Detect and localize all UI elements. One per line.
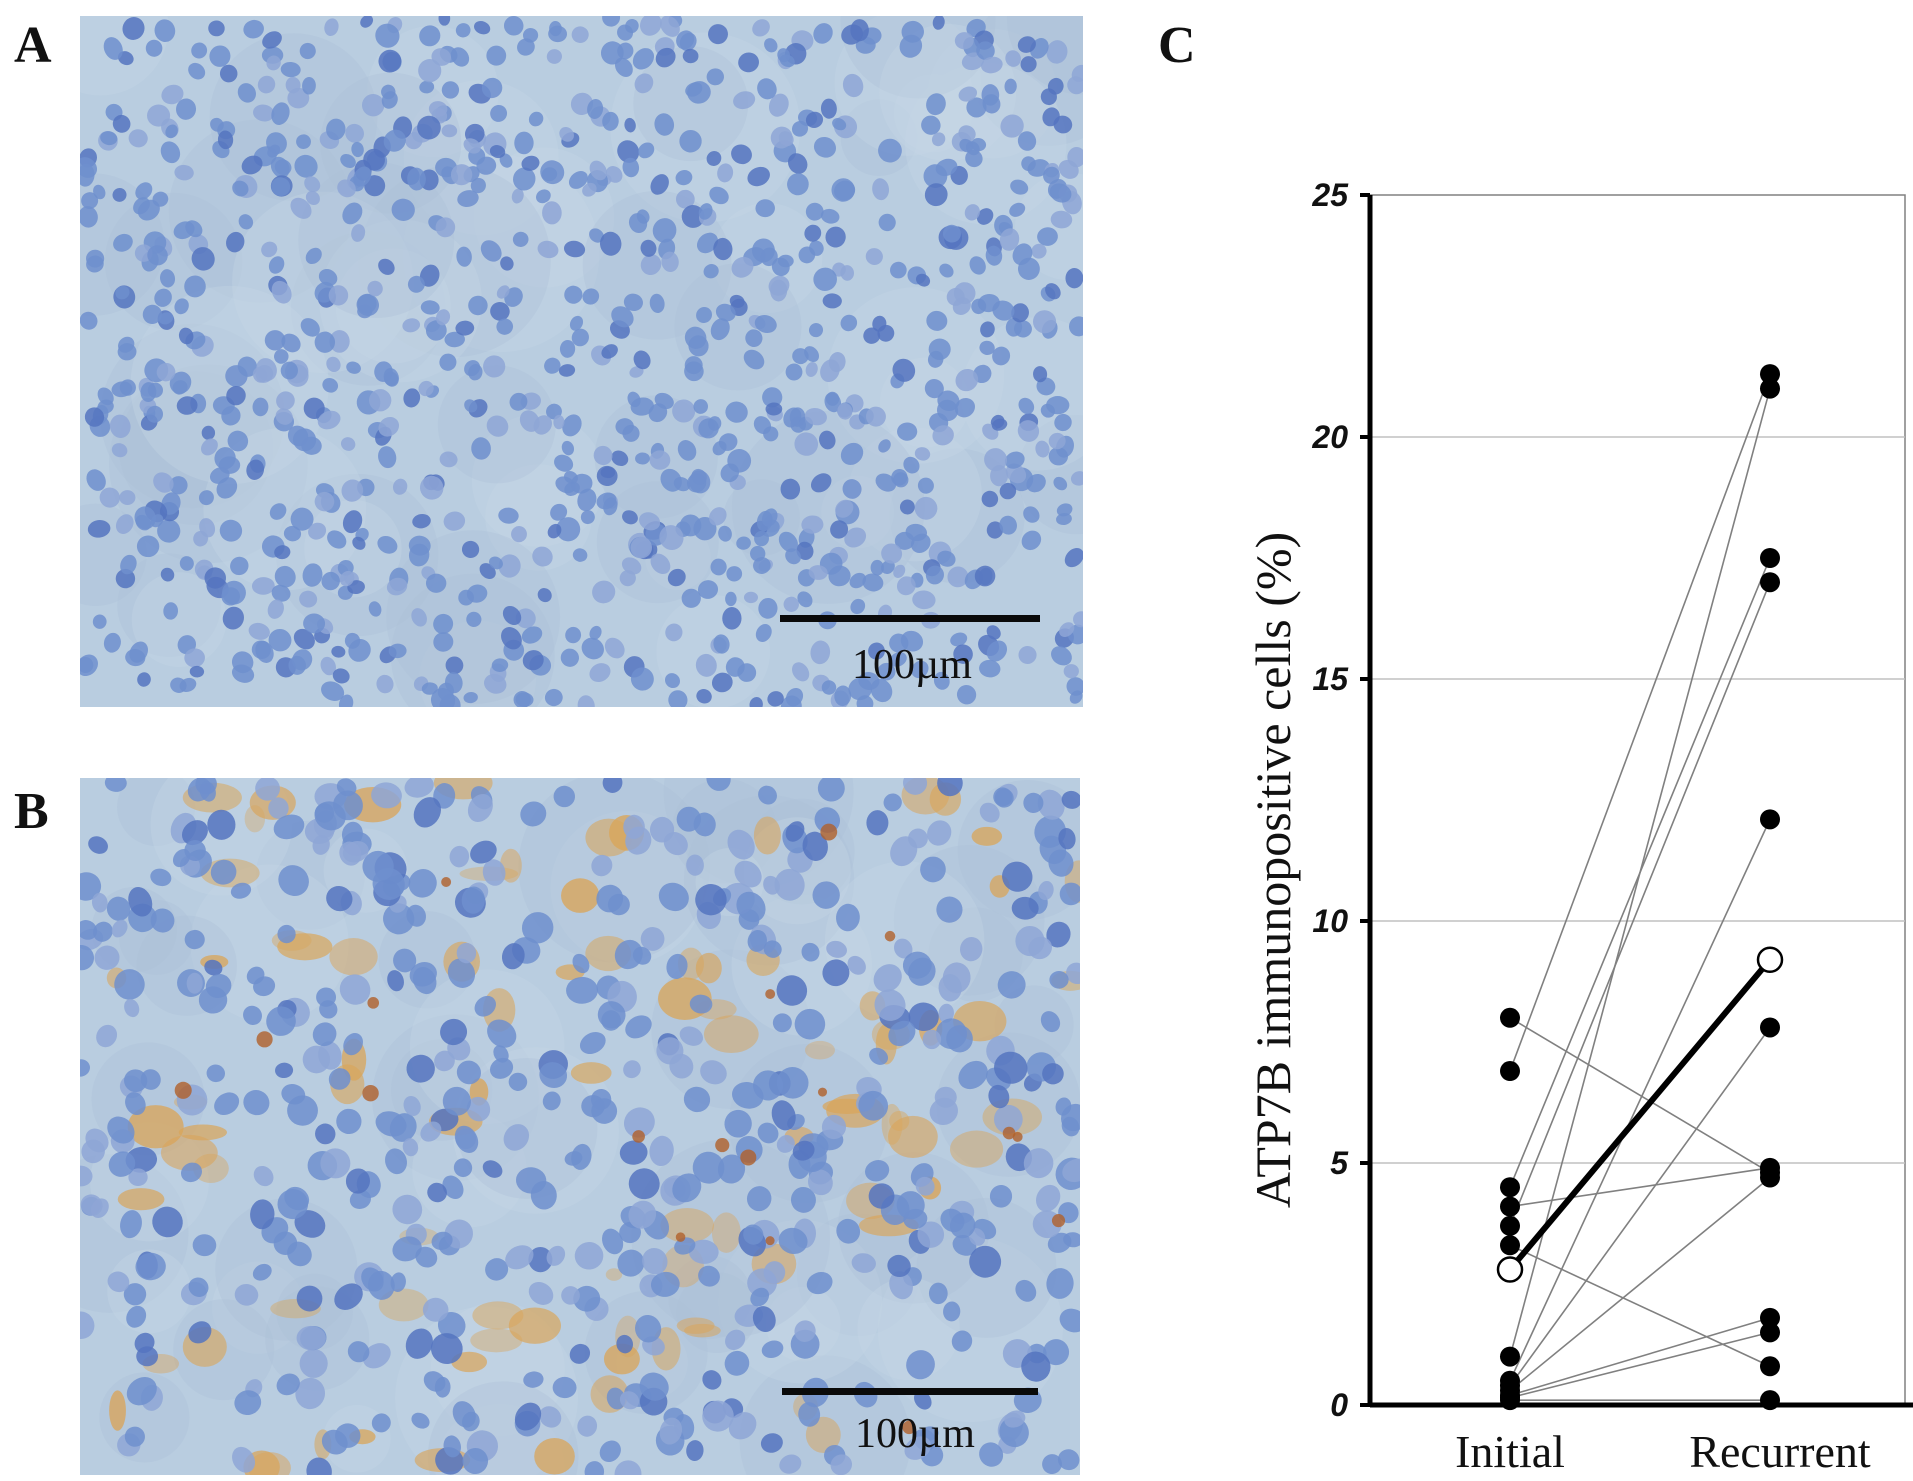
mean-point-recurrent bbox=[1756, 946, 1784, 973]
patient-line-12 bbox=[1509, 1331, 1771, 1399]
micrograph-b: 100µm bbox=[80, 778, 1080, 1475]
chart-c: 0 5 10 15 20 25 Initial Recurrent ATP7B immunopo… bbox=[1245, 177, 1913, 1477]
point-recurrent-13 bbox=[1760, 1390, 1780, 1411]
x-category-label-recurrent: Recurrent bbox=[1689, 1426, 1871, 1477]
patient-line-1 bbox=[1509, 1017, 1771, 1174]
mean-line bbox=[1507, 957, 1773, 1272]
point-initial-5 bbox=[1500, 1215, 1520, 1236]
point-recurrent-2 bbox=[1760, 364, 1780, 385]
micrograph-a: 100µm bbox=[80, 16, 1083, 707]
scale-label-b: 100µm bbox=[855, 1411, 975, 1457]
patient-line-7 bbox=[1509, 388, 1771, 1357]
point-recurrent-5 bbox=[1760, 572, 1780, 593]
plot-area bbox=[1369, 194, 1906, 1406]
point-initial-13 bbox=[1500, 1390, 1520, 1411]
scale-bar-b bbox=[782, 1388, 1038, 1395]
y-tick-label-25: 25 bbox=[1311, 177, 1349, 213]
point-recurrent-8 bbox=[1760, 809, 1780, 830]
point-initial-6 bbox=[1500, 1235, 1520, 1256]
point-initial-1 bbox=[1500, 1007, 1520, 1028]
scale-bar-a bbox=[780, 615, 1040, 622]
point-recurrent-12 bbox=[1760, 1322, 1780, 1343]
y-tick-label-10: 10 bbox=[1312, 903, 1348, 939]
patient-line-2 bbox=[1509, 373, 1771, 1072]
patient-line-5 bbox=[1509, 581, 1771, 1227]
mean-point-initial bbox=[1496, 1256, 1524, 1283]
patient-line-11 bbox=[1509, 1317, 1771, 1397]
panel-label-c: C bbox=[1158, 17, 1196, 74]
point-recurrent-11 bbox=[1760, 1307, 1780, 1328]
patient-line-9 bbox=[1509, 1027, 1771, 1387]
point-initial-3 bbox=[1500, 1177, 1520, 1198]
point-recurrent-10 bbox=[1760, 1167, 1780, 1188]
y-axis-label: ATP7B immunopositive cells (%) bbox=[1245, 532, 1301, 1208]
y-tick-label-15: 15 bbox=[1312, 661, 1349, 697]
point-initial-7 bbox=[1500, 1346, 1520, 1367]
panel-label-a: A bbox=[14, 17, 52, 74]
point-recurrent-3 bbox=[1760, 548, 1780, 568]
micrograph-b-image bbox=[80, 778, 1080, 1475]
patient-line-4 bbox=[1509, 1167, 1771, 1208]
y-tick-label-20: 20 bbox=[1311, 419, 1348, 455]
micrograph-a-image bbox=[80, 16, 1083, 707]
panel-label-b: B bbox=[14, 783, 49, 840]
patient-line-10 bbox=[1509, 1176, 1771, 1392]
point-recurrent-9 bbox=[1760, 1017, 1780, 1038]
point-recurrent-6 bbox=[1760, 1356, 1780, 1377]
y-tick-label-0: 0 bbox=[1330, 1387, 1348, 1423]
point-initial-2 bbox=[1500, 1061, 1520, 1082]
scale-label-a: 100µm bbox=[852, 642, 972, 688]
point-initial-4 bbox=[1500, 1196, 1520, 1217]
patient-line-6 bbox=[1509, 1244, 1771, 1368]
x-category-label-initial: Initial bbox=[1455, 1426, 1565, 1477]
point-recurrent-7 bbox=[1760, 378, 1780, 399]
y-tick-label-5: 5 bbox=[1330, 1145, 1349, 1181]
patient-line-8 bbox=[1509, 819, 1771, 1382]
